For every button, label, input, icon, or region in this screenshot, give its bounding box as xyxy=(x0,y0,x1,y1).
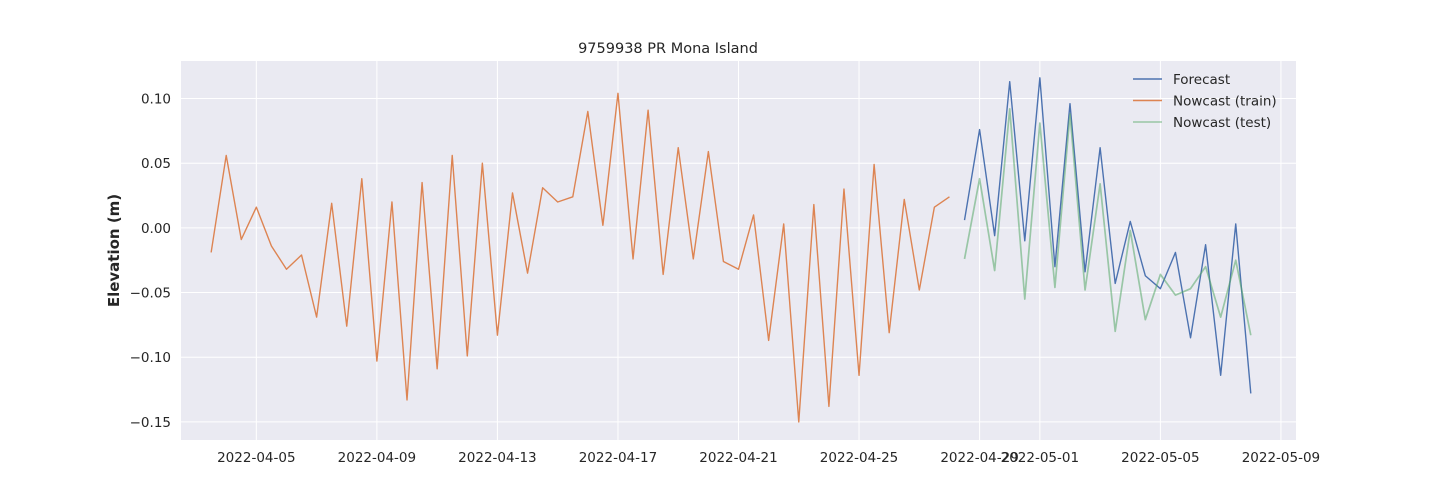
y-tick-label: 0.05 xyxy=(141,156,171,172)
x-tick-label: 2022-05-05 xyxy=(1121,450,1199,466)
x-tick-label: 2022-04-25 xyxy=(820,450,898,466)
x-tick-label: 2022-04-17 xyxy=(579,450,657,466)
y-tick-label: −0.10 xyxy=(130,350,171,366)
legend-label: Nowcast (train) xyxy=(1173,94,1277,110)
series-line-nowcast-test xyxy=(963,108,1252,336)
legend-label: Nowcast (test) xyxy=(1173,115,1271,131)
x-tick-label: 2022-04-21 xyxy=(699,450,777,466)
series-lines xyxy=(210,77,1252,423)
grid xyxy=(181,61,1296,440)
legend: Forecast Nowcast (train) Nowcast (test) xyxy=(1133,72,1277,131)
chart-title: 9759938 PR Mona Island xyxy=(578,41,758,57)
x-tick-label: 2022-04-29 xyxy=(940,450,1018,466)
y-tick-label: −0.05 xyxy=(130,286,171,302)
series-line-forecast xyxy=(963,77,1252,394)
x-tick-label: 2022-04-05 xyxy=(217,450,295,466)
y-tick-label: 0.10 xyxy=(141,92,171,108)
x-tick-label: 2022-05-01 xyxy=(1001,450,1079,466)
series-line-nowcast-train xyxy=(210,92,950,423)
x-tick-label: 2022-05-09 xyxy=(1242,450,1320,466)
y-tick-label: −0.15 xyxy=(130,415,171,431)
y-axis-ticks: 0.10 0.05 0.00 −0.05 −0.10 −0.15 xyxy=(130,92,171,431)
x-tick-label: 2022-04-09 xyxy=(338,450,416,466)
y-tick-label: 0.00 xyxy=(141,221,171,237)
x-tick-label: 2022-04-13 xyxy=(458,450,536,466)
x-axis-ticks: 2022-04-05 2022-04-09 2022-04-13 2022-04-17… xyxy=(217,450,1320,466)
legend-label: Forecast xyxy=(1173,72,1230,88)
y-axis-label: Elevation (m) xyxy=(105,194,123,307)
